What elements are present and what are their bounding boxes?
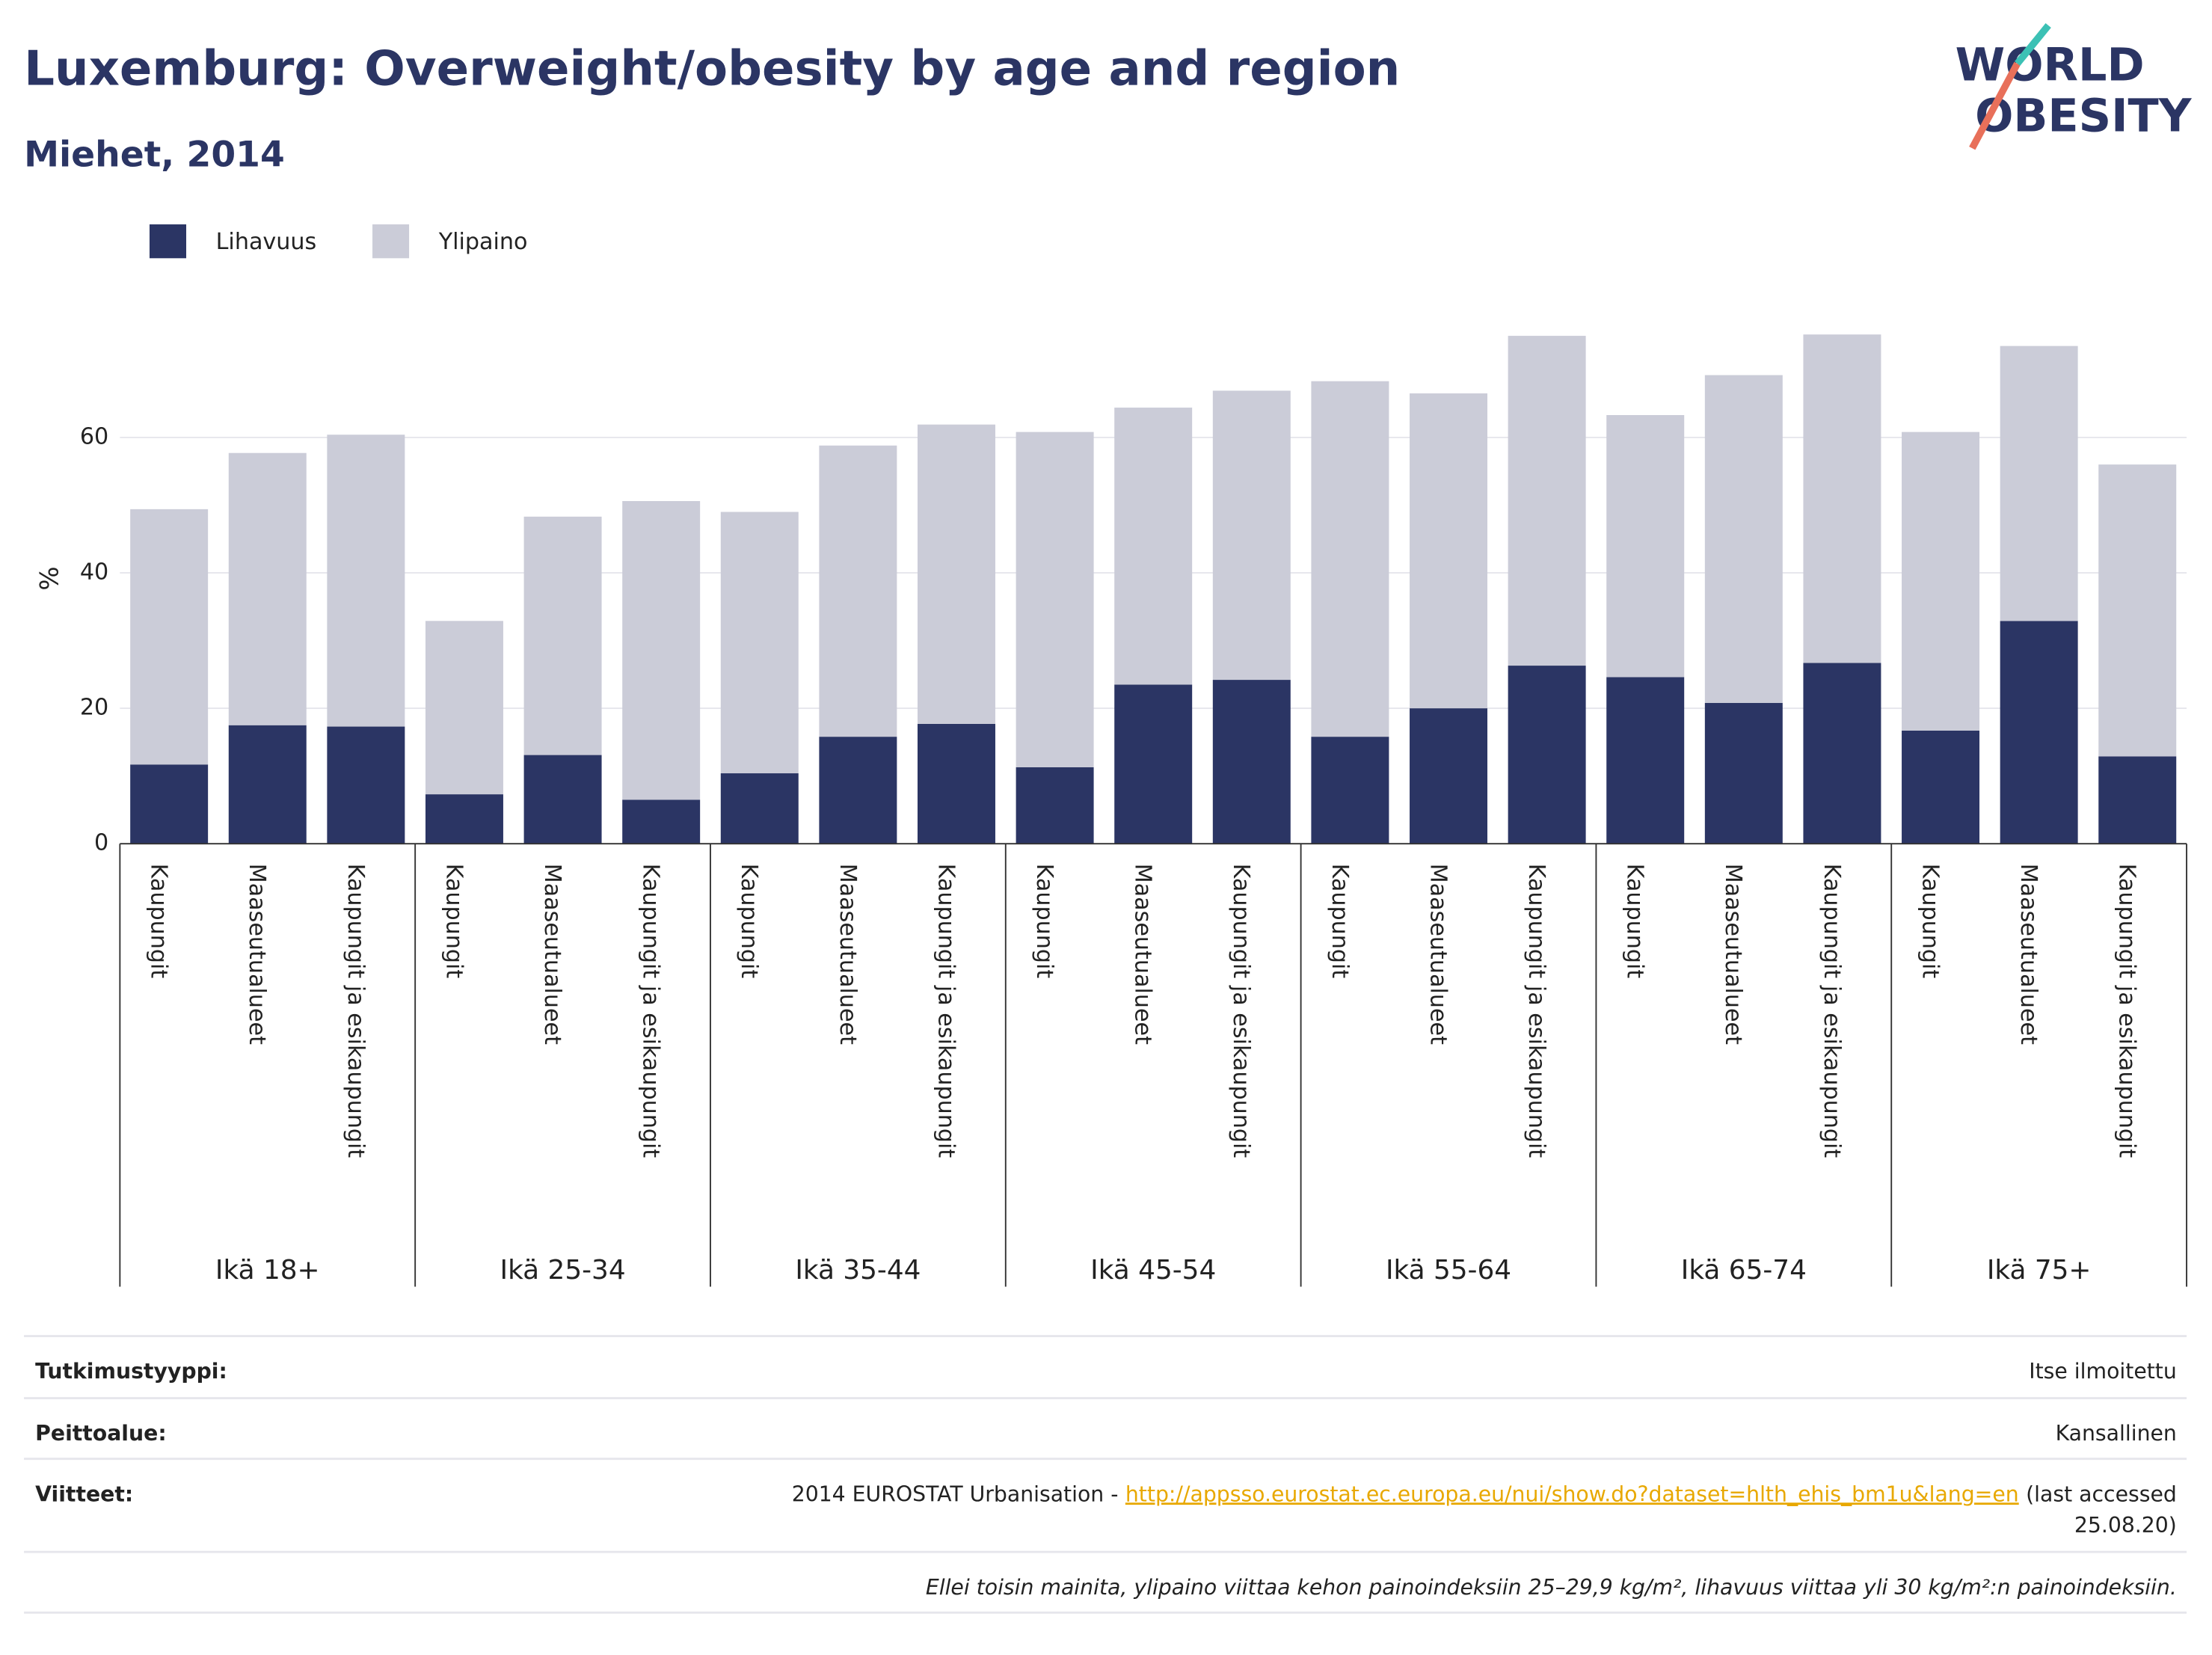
bar-segment <box>1508 336 1586 666</box>
logo-text: WORLD <box>1956 40 2145 92</box>
x-tick-label: Maaseutualueet <box>244 864 270 1045</box>
footer-note: Ellei toisin mainita, ylipaino viittaa k… <box>926 1575 2177 1600</box>
y-tick-label: 60 <box>80 423 108 449</box>
y-tick-label: 40 <box>80 559 108 585</box>
x-tick-label: Kaupungit ja esikaupungit <box>638 864 664 1158</box>
logo-text: OBESITY <box>1975 90 2193 143</box>
group-label: Ikä 45-54 <box>1090 1255 1216 1286</box>
bar-segment <box>130 509 209 765</box>
x-tick-label: Maaseutualueet <box>835 864 861 1045</box>
bar-segment <box>1704 375 1783 703</box>
reference-text: (last accessed <box>2026 1481 2177 1506</box>
x-tick-label: Maaseutualueet <box>539 864 565 1045</box>
bar-segment <box>1803 663 1881 844</box>
bar-segment <box>622 501 701 800</box>
x-tick-label: Kaupungit <box>146 864 172 979</box>
bar-segment <box>523 516 602 755</box>
x-tick-label: Maaseutualueet <box>2015 864 2042 1045</box>
group-label: Ikä 18+ <box>215 1255 320 1286</box>
group-label: Ikä 75+ <box>1987 1255 2092 1286</box>
footer-value: Itse ilmoitettu <box>2029 1359 2177 1384</box>
bar-segment <box>1606 415 1685 678</box>
bar-segment <box>720 773 799 844</box>
bar-segment <box>1311 737 1389 844</box>
legend-swatch <box>149 224 187 259</box>
group-label: Ikä 65-74 <box>1681 1255 1807 1286</box>
y-axis-label: % <box>34 566 64 590</box>
bar-segment <box>819 445 897 737</box>
bar-segment <box>523 755 602 844</box>
bar-segment <box>1410 393 1487 709</box>
logo-slash <box>2015 23 2051 66</box>
bar-segment <box>1311 381 1389 737</box>
group-label: Ikä 25-34 <box>500 1255 626 1286</box>
bar-segment <box>622 799 701 844</box>
x-tick-label: Kaupungit <box>1031 864 1057 979</box>
bar-segment <box>1606 677 1685 844</box>
x-tick-label: Kaupungit <box>1622 864 1648 979</box>
bar-segment <box>2000 346 2078 621</box>
y-tick-label: 0 <box>94 830 108 856</box>
legend-label: Lihavuus <box>216 229 317 255</box>
x-tick-label: Kaupungit ja esikaupungit <box>933 864 959 1158</box>
y-tick-label: 20 <box>80 695 108 721</box>
footer-reference: 2014 EUROSTAT Urbanisation - http://appss… <box>792 1481 2177 1506</box>
x-tick-label: Kaupungit ja esikaupungit <box>342 864 369 1158</box>
bar-segment <box>1803 334 1881 663</box>
bar-segment <box>228 452 307 725</box>
bar-segment <box>1704 702 1783 844</box>
group-label: Ikä 35-44 <box>795 1255 921 1286</box>
bar-segment <box>2000 621 2078 844</box>
x-tick-label: Kaupungit <box>1917 864 1943 979</box>
bar-segment <box>1114 408 1193 685</box>
x-tick-label: Kaupungit ja esikaupungit <box>1819 864 1845 1158</box>
x-tick-label: Kaupungit ja esikaupungit <box>1228 864 1254 1158</box>
bar-segment <box>720 512 799 774</box>
bar-segment <box>2098 756 2177 844</box>
chart-title: Luxemburg: Overweight/obesity by age and… <box>24 40 1400 96</box>
footer-label: Peittoalue: <box>35 1421 166 1446</box>
bar-segment <box>228 725 307 844</box>
x-tick-label: Kaupungit <box>736 864 762 979</box>
footer-label: Tutkimustyyppi: <box>35 1359 227 1384</box>
footer-reference: 25.08.20) <box>2074 1513 2177 1538</box>
footer-value: Kansallinen <box>2056 1421 2177 1446</box>
bar-segment <box>1410 708 1487 844</box>
bar-segment <box>1902 730 1980 844</box>
x-tick-label: Kaupungit <box>1327 864 1353 979</box>
x-tick-label: Maaseutualueet <box>1130 864 1156 1045</box>
bar-segment <box>425 621 503 795</box>
legend-swatch <box>372 224 410 259</box>
bar-segment <box>1212 390 1291 681</box>
bar-segment <box>819 737 897 844</box>
bar-segment <box>1508 666 1586 844</box>
reference-link[interactable]: http://appsso.eurostat.ec.europa.eu/nui/… <box>1125 1481 2019 1506</box>
x-tick-label: Kaupungit <box>440 864 467 979</box>
bar-segment <box>1114 684 1193 844</box>
x-tick-label: Kaupungit ja esikaupungit <box>1523 864 1549 1158</box>
reference-text: 2014 EUROSTAT Urbanisation - <box>792 1481 1119 1506</box>
logo: WORLD OBESITY <box>1956 23 2193 150</box>
chart-subtitle: Miehet, 2014 <box>24 135 285 176</box>
group-label: Ikä 55-64 <box>1386 1255 1511 1286</box>
bar-segment <box>327 435 405 727</box>
logo-slash <box>1969 61 2021 150</box>
bar-segment <box>918 424 995 724</box>
x-tick-label: Maaseutualueet <box>1720 864 1746 1045</box>
bar-segment <box>130 764 209 844</box>
bar-segment <box>1212 680 1291 844</box>
bar-segment <box>1016 767 1094 844</box>
bar-segment <box>1016 432 1094 767</box>
bar-segment <box>327 726 405 844</box>
footer-table: Tutkimustyyppi: Itse ilmoitettu Peittoalue… <box>24 1335 2187 1614</box>
bar-segment <box>425 794 503 844</box>
bar-segment <box>2098 464 2177 757</box>
bar-segment <box>918 723 995 844</box>
x-tick-label: Kaupungit ja esikaupungit <box>2114 864 2140 1158</box>
bar-segment <box>1902 432 1980 731</box>
footer-label: Viitteet: <box>35 1481 133 1506</box>
legend-label: Ylipaino <box>438 229 528 255</box>
x-tick-label: Maaseutualueet <box>1425 864 1451 1045</box>
